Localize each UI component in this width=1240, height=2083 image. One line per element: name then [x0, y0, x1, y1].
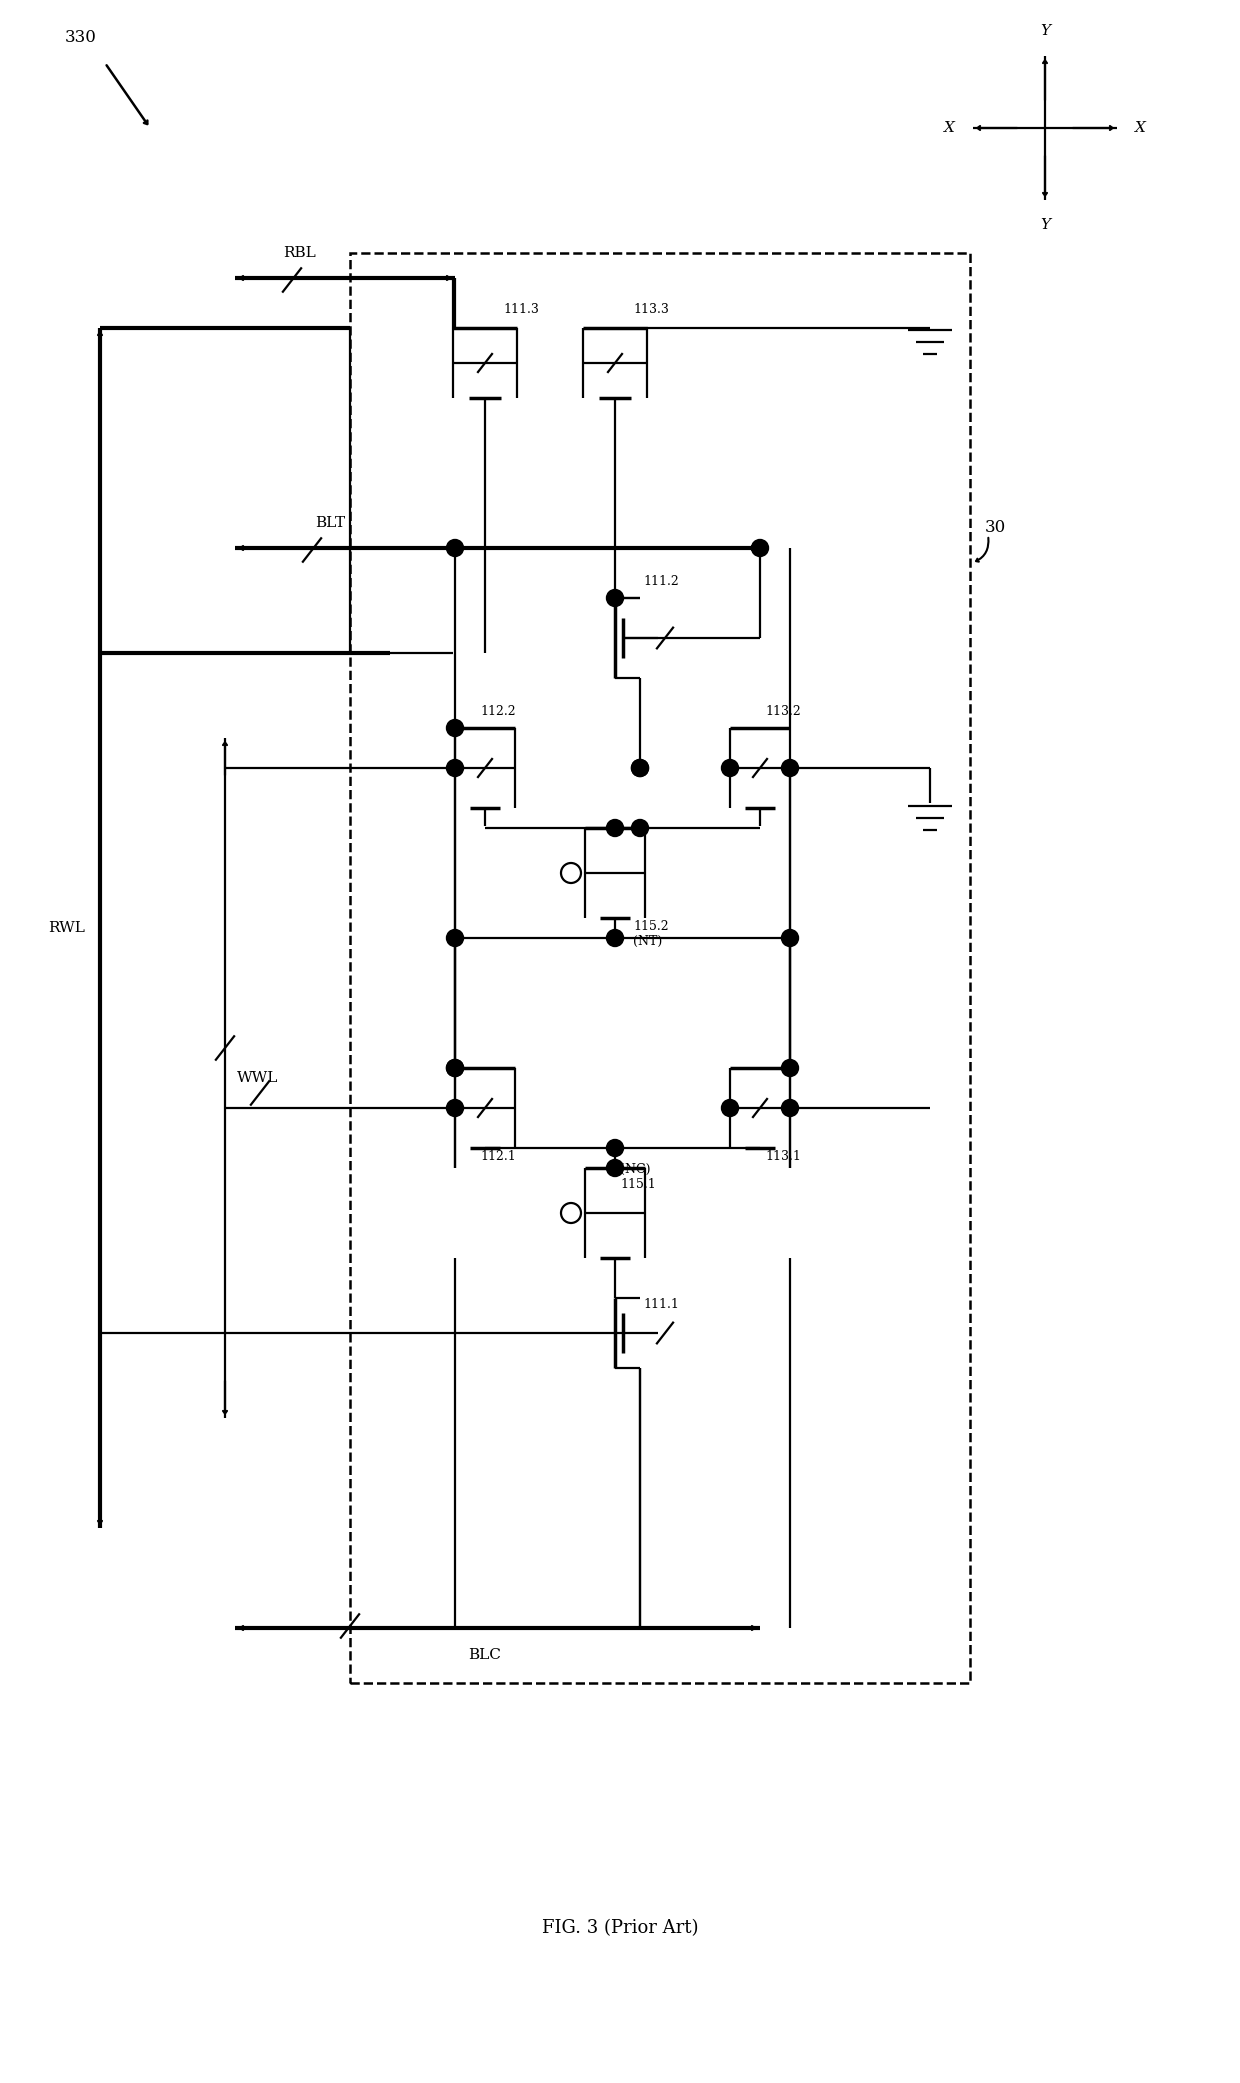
Text: Y: Y	[1040, 219, 1050, 231]
Circle shape	[631, 819, 649, 837]
Text: 115.2
(NT): 115.2 (NT)	[632, 921, 668, 948]
Circle shape	[446, 719, 464, 737]
Circle shape	[631, 760, 649, 777]
Text: 112.2: 112.2	[480, 704, 516, 719]
Text: X: X	[1135, 121, 1146, 135]
Text: BLC: BLC	[469, 1648, 501, 1662]
Circle shape	[722, 1100, 739, 1116]
Text: FIG. 3 (Prior Art): FIG. 3 (Prior Art)	[542, 1918, 698, 1937]
Text: 111.1: 111.1	[644, 1298, 678, 1310]
Bar	[350, 252, 970, 1683]
Text: 111.2: 111.2	[644, 575, 678, 587]
Circle shape	[606, 589, 624, 606]
Circle shape	[781, 1100, 799, 1116]
Text: 113.3: 113.3	[632, 302, 668, 317]
Circle shape	[631, 760, 649, 777]
Circle shape	[446, 929, 464, 946]
Circle shape	[606, 1139, 624, 1156]
Text: Y: Y	[1040, 25, 1050, 37]
Circle shape	[446, 1100, 464, 1116]
Circle shape	[446, 760, 464, 777]
Text: 30: 30	[985, 519, 1006, 537]
Text: (NC)
115.1: (NC) 115.1	[620, 1162, 656, 1191]
Circle shape	[606, 929, 624, 946]
Circle shape	[781, 760, 799, 777]
Circle shape	[781, 1060, 799, 1077]
Circle shape	[781, 929, 799, 946]
Text: 113.1: 113.1	[765, 1150, 801, 1162]
Text: 111.3: 111.3	[503, 302, 539, 317]
Text: 113.2: 113.2	[765, 704, 801, 719]
Text: 330: 330	[64, 29, 97, 46]
Circle shape	[606, 819, 624, 837]
Text: 112.1: 112.1	[480, 1150, 516, 1162]
Circle shape	[446, 1060, 464, 1077]
Text: X: X	[944, 121, 955, 135]
Circle shape	[722, 760, 739, 777]
Circle shape	[751, 539, 769, 556]
Circle shape	[446, 539, 464, 556]
Circle shape	[446, 1060, 464, 1077]
Text: RWL: RWL	[48, 921, 86, 935]
Text: RBL: RBL	[284, 246, 316, 260]
Text: BLT: BLT	[315, 517, 345, 529]
Text: WWL: WWL	[237, 1071, 278, 1085]
Circle shape	[606, 1160, 624, 1177]
